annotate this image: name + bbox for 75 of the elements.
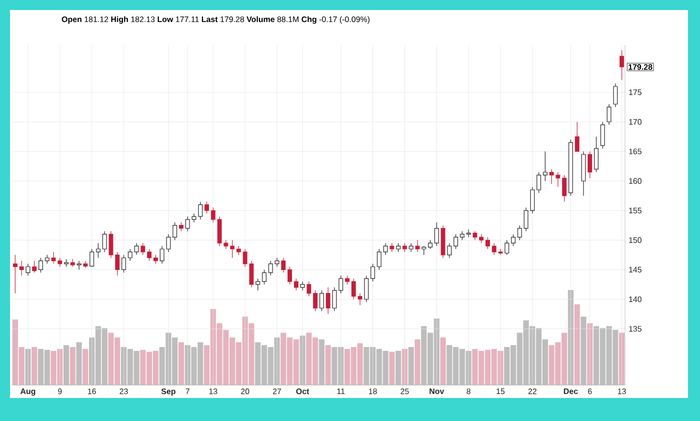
- candlestick: [300, 281, 305, 291]
- candlestick: [83, 260, 88, 268]
- candlestick: [364, 275, 369, 303]
- candlestick: [542, 151, 548, 182]
- candlestick: [447, 242, 452, 258]
- candlestick: [230, 240, 235, 258]
- candlestick: [486, 236, 490, 250]
- bar: [32, 347, 38, 385]
- candlestick: [351, 278, 356, 300]
- candlestick: [19, 260, 24, 276]
- candlestick: [536, 172, 542, 194]
- candlestick: [370, 263, 375, 282]
- bar: [389, 352, 395, 385]
- candlestick: [504, 240, 510, 256]
- candlestick: [466, 229, 471, 238]
- bar: [325, 345, 331, 385]
- candlestick: [102, 230, 107, 252]
- candlestick: [600, 122, 605, 149]
- candlestick: [288, 266, 292, 285]
- candlestick: [198, 201, 203, 220]
- candlestick: [32, 260, 37, 273]
- candlestick: [319, 290, 324, 312]
- candlestick: [454, 234, 458, 250]
- bar: [70, 347, 76, 385]
- candlestick: [192, 213, 196, 223]
- candlestick: [147, 248, 152, 262]
- candlestick: [185, 216, 190, 232]
- candlestick: [390, 242, 394, 252]
- candlestick: [204, 201, 209, 214]
- bar: [82, 348, 88, 385]
- bar: [414, 339, 420, 385]
- candlestick: [511, 234, 516, 246]
- candlestick: [588, 151, 592, 178]
- candlestick: [492, 242, 496, 256]
- candlestick: [172, 222, 178, 240]
- candlestick: [415, 240, 420, 252]
- candlestick: [338, 275, 344, 294]
- candlestick: [256, 278, 260, 291]
- bar: [178, 342, 184, 385]
- bar: [574, 304, 580, 385]
- candlestick: [562, 174, 567, 202]
- candlestick: [613, 83, 618, 108]
- candlestick: [108, 230, 114, 258]
- bar: [440, 338, 446, 385]
- candlestick: [38, 258, 43, 273]
- candlestick: [96, 242, 100, 258]
- candlestick: [574, 122, 580, 152]
- candlestick: [517, 225, 522, 240]
- candlestick: [90, 248, 94, 268]
- candlestick: [12, 254, 18, 294]
- candlestick: [76, 260, 82, 270]
- candlestick: [306, 281, 312, 297]
- candlestick: [274, 258, 280, 268]
- candlestick: [26, 263, 30, 276]
- candlestick: [134, 242, 139, 256]
- candlestick: [383, 242, 388, 256]
- candlestick: [294, 278, 298, 291]
- candlestick: [620, 50, 624, 80]
- candlestick: [140, 242, 146, 256]
- candlestick: [313, 290, 318, 312]
- candlestick: [332, 287, 337, 312]
- candlestick: [268, 260, 273, 276]
- candlestick: [122, 254, 126, 273]
- candlestick: [434, 222, 439, 246]
- candlestick: [326, 287, 330, 314]
- candlestick: [210, 207, 216, 223]
- candlestick: [498, 248, 503, 256]
- candlestick: [262, 269, 266, 285]
- candlestick: [358, 293, 362, 306]
- candlestick: [376, 248, 382, 270]
- candlestick: [128, 248, 132, 262]
- candlestick: [606, 104, 612, 126]
- candlestick: [594, 136, 598, 172]
- candlestick: [115, 252, 120, 276]
- candlestick: [281, 258, 286, 273]
